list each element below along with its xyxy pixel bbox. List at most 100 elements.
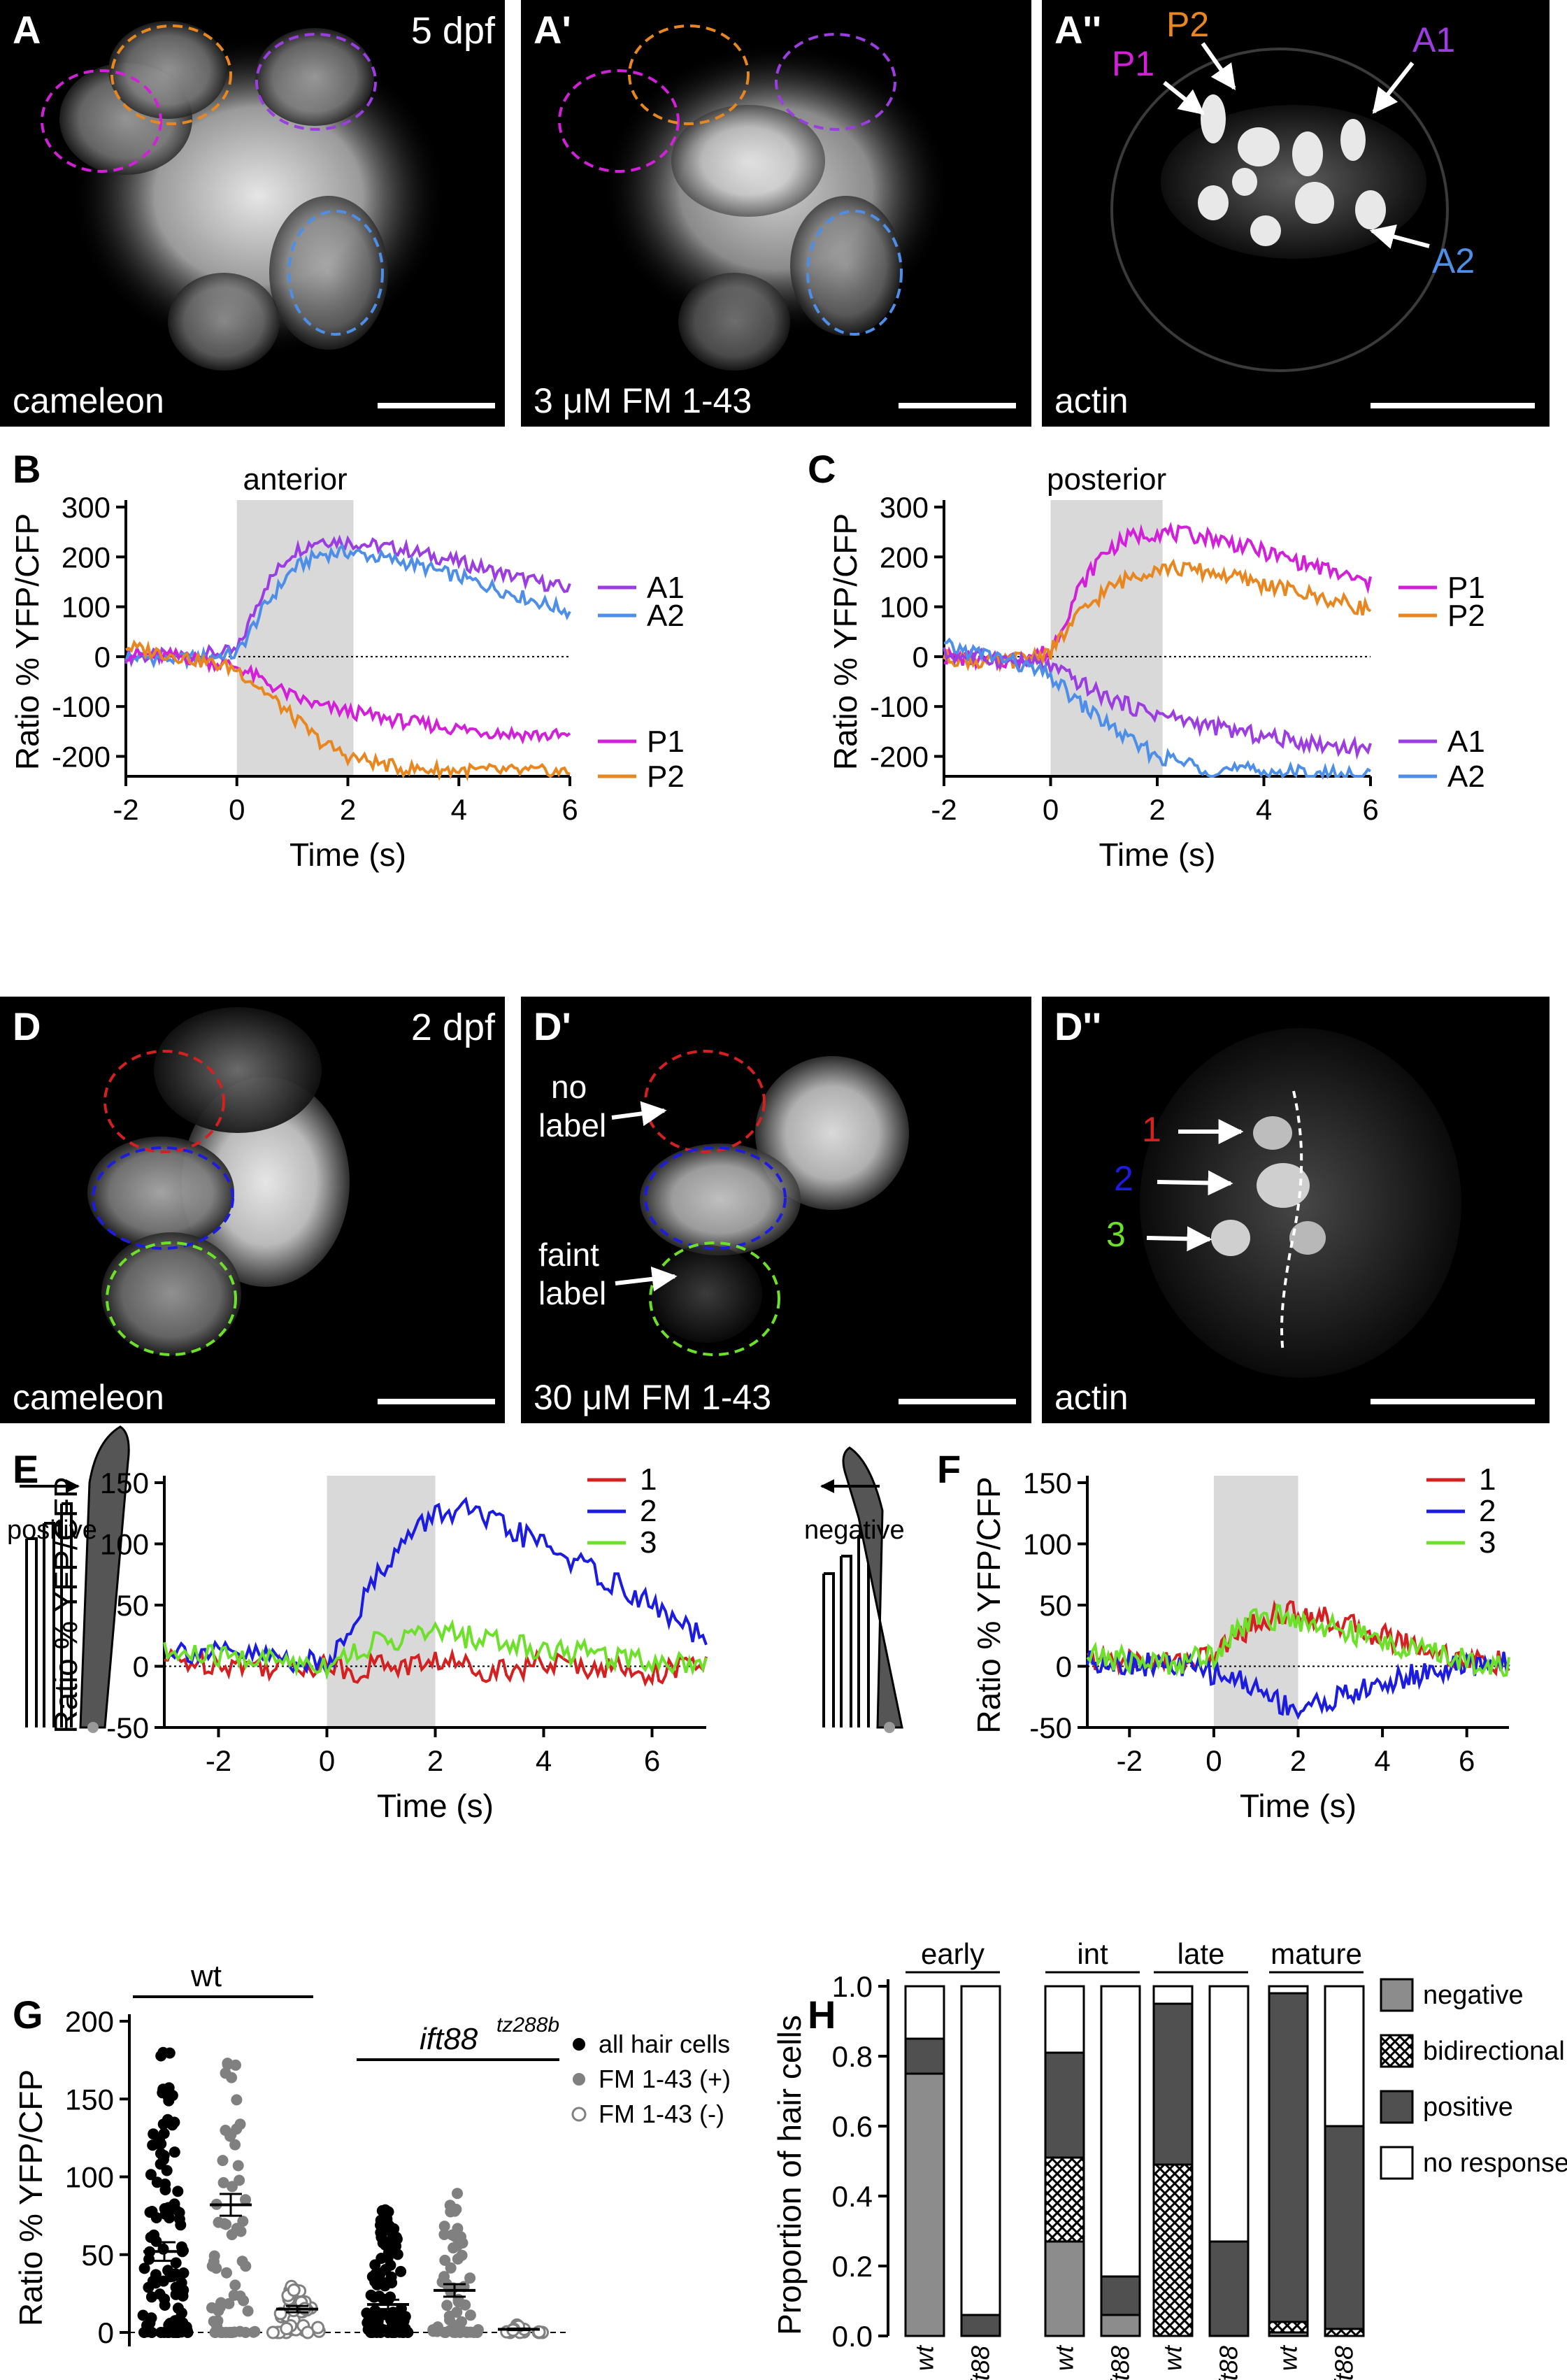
data-point <box>154 2288 166 2300</box>
bar-label: wt <box>1274 2344 1303 2371</box>
label-3: 3 <box>1106 1215 1126 1254</box>
stimulus-window <box>236 500 354 776</box>
data-point <box>448 2242 459 2254</box>
image-caption: actin <box>1054 381 1129 420</box>
group-label-wt: wt <box>190 1959 222 1993</box>
chart-F: -50 0 50 100 150 -2 0 2 4 6 Time (s) Ratio % YFP/CF… <box>804 1447 1510 1824</box>
bar-label: wt <box>1050 2344 1079 2371</box>
legend-marker <box>571 2107 587 2122</box>
legend-label: bidirectional <box>1423 2037 1565 2066</box>
stimulus-window <box>1050 500 1163 776</box>
deflection-label: positive <box>7 1516 97 1545</box>
panel-letter: A <box>13 8 41 52</box>
scale-bar <box>899 403 1016 408</box>
arrow <box>1146 1226 1212 1252</box>
data-point <box>215 2327 227 2338</box>
group-label: int <box>1077 1937 1108 1970</box>
data-point <box>444 2200 456 2211</box>
x-tick-label: 2 <box>1290 1744 1306 1777</box>
data-point <box>438 2327 450 2338</box>
legend-label: FM 1-43 (+) <box>599 2065 731 2093</box>
group-label: early <box>921 1937 985 1970</box>
stereocilia-bundles <box>1198 94 1386 246</box>
x-tick-label: -2 <box>931 793 957 826</box>
data-point <box>375 2253 387 2264</box>
chart-E: -50 0 50 100 150 -2 0 2 4 6 Time (s) Ratio % YFP/CF… <box>7 1447 708 1824</box>
y-tick-label: 150 <box>1023 1467 1072 1499</box>
x-tick-label: -2 <box>1117 1744 1143 1777</box>
data-point <box>155 2138 167 2150</box>
annotation: label <box>538 1275 606 1311</box>
data-point <box>390 2232 402 2243</box>
data-point <box>151 2176 163 2188</box>
roi-P2 <box>110 24 232 125</box>
series-line-A2 <box>943 637 1372 781</box>
data-point <box>148 2229 160 2241</box>
data-point <box>448 2326 459 2338</box>
y-tick-label: 50 <box>116 1589 149 1622</box>
panel-letter: D <box>13 1004 41 1048</box>
x-tick-label: 2 <box>340 793 356 826</box>
roi-A2 <box>287 210 384 336</box>
series-line-3 <box>163 1618 708 1681</box>
data-point <box>452 2253 464 2265</box>
data-point <box>361 2307 373 2319</box>
data-point <box>438 2229 450 2240</box>
bar-label: ift88 <box>1330 2346 1359 2380</box>
bar-label: wt <box>910 2344 939 2371</box>
hair-bundle-icon-negative <box>820 1446 903 1733</box>
data-point <box>378 2324 389 2336</box>
y-tick-label: -100 <box>52 690 110 723</box>
legend-label: 3 <box>640 1525 657 1560</box>
y-tick-label: 150 <box>65 2083 114 2116</box>
y-axis-label: Ratio % YFP/CFP <box>13 2069 49 2326</box>
legend-label: 1 <box>1479 1462 1496 1497</box>
legend-label: A2 <box>1447 760 1485 794</box>
arrow <box>615 1266 678 1292</box>
bar-segment-positive <box>1100 2275 1141 2316</box>
x-tick-label: 2 <box>1149 793 1165 826</box>
panel-letter: H <box>808 1993 836 2037</box>
image-caption: cameleon <box>13 381 164 420</box>
x-tick-label: 0 <box>319 1744 335 1777</box>
bar-segment-positive <box>904 2037 945 2075</box>
x-tick-label: 4 <box>1256 793 1272 826</box>
data-point <box>461 2326 473 2338</box>
arrow <box>1369 225 1430 249</box>
y-axis-label: Ratio % YFP/CFP <box>827 513 864 770</box>
data-point <box>240 2194 251 2206</box>
data-point <box>159 2203 171 2214</box>
roi-A1 <box>775 33 896 131</box>
panel-letter: D' <box>534 1004 571 1048</box>
chart-C: -200 -100 0 100 200 300 -2 0 2 4 6 Time (s) Ratio % … <box>808 447 1485 873</box>
arrow <box>611 1101 667 1127</box>
y-tick-label: 0 <box>98 2316 114 2349</box>
data-point <box>224 2130 236 2142</box>
data-point <box>362 2323 374 2335</box>
data-point <box>144 2207 156 2218</box>
scale-bar <box>1371 403 1535 408</box>
data-point <box>143 2281 155 2293</box>
data-point <box>234 2290 246 2302</box>
data-point <box>175 2219 187 2231</box>
data-point <box>451 2231 463 2243</box>
legend-label: 3 <box>1479 1525 1496 1560</box>
scale-bar <box>378 403 495 408</box>
annotation: label <box>538 1107 606 1143</box>
data-point <box>234 2325 246 2337</box>
data-point <box>162 2265 174 2276</box>
bar-segment-negative <box>904 2072 945 2337</box>
bar-segment-positive <box>1152 2002 1194 2166</box>
y-tick-label: 0.8 <box>832 2040 873 2073</box>
panel-letter: G <box>13 1993 43 2037</box>
y-tick-label: 0.4 <box>832 2180 873 2213</box>
roi-P2 <box>628 24 750 125</box>
data-point <box>169 2146 180 2158</box>
roi-1 <box>103 1050 225 1153</box>
roi-P1 <box>558 69 680 173</box>
y-tick-label: 150 <box>100 1467 149 1499</box>
stimulus-window <box>327 1476 436 1727</box>
y-tick-label: 100 <box>100 1528 149 1561</box>
stimulus-label: anterior <box>243 462 348 497</box>
